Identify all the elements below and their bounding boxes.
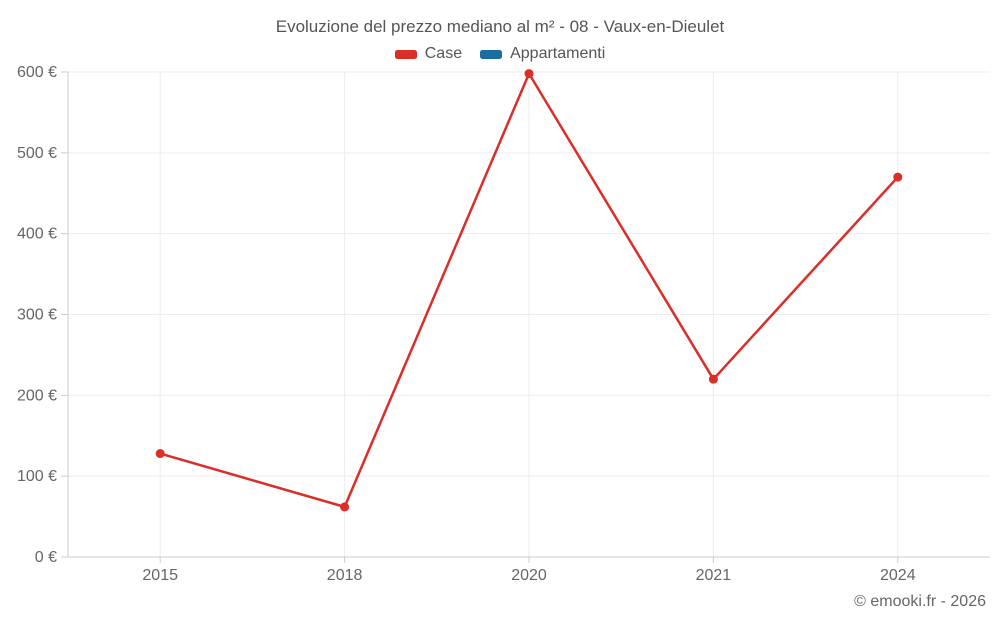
legend-swatch-appartamenti-icon bbox=[480, 49, 503, 59]
legend-item-case[interactable]: Case bbox=[394, 45, 463, 63]
y-tick-label: 0 € bbox=[35, 549, 57, 566]
y-tick-label: 100 € bbox=[17, 468, 57, 485]
chart-legend: Case Appartamenti bbox=[0, 45, 1000, 63]
y-tick-label: 500 € bbox=[17, 145, 57, 162]
legend-label-case: Case bbox=[424, 45, 463, 62]
x-tick-label: 2020 bbox=[511, 567, 547, 584]
data-point[interactable] bbox=[893, 172, 903, 182]
data-point[interactable] bbox=[524, 69, 534, 79]
y-tick-label: 600 € bbox=[17, 64, 57, 81]
chart-title: Evoluzione del prezzo mediano al m² - 08… bbox=[275, 17, 725, 36]
data-point[interactable] bbox=[708, 374, 718, 384]
copyright-text: © emooki.fr - 2026 bbox=[854, 593, 986, 610]
data-point[interactable] bbox=[155, 449, 165, 459]
legend-swatch-case-icon bbox=[394, 49, 417, 59]
y-tick-label: 200 € bbox=[17, 387, 57, 404]
x-tick-label: 2024 bbox=[880, 567, 916, 584]
y-tick-label: 300 € bbox=[17, 307, 57, 324]
x-tick-label: 2021 bbox=[696, 567, 732, 584]
x-tick-label: 2018 bbox=[327, 567, 363, 584]
data-point[interactable] bbox=[340, 502, 350, 512]
legend-item-appartamenti[interactable]: Appartamenti bbox=[480, 45, 605, 63]
legend-label-appartamenti: Appartamenti bbox=[510, 45, 606, 62]
y-tick-label: 400 € bbox=[17, 226, 57, 243]
x-tick-label: 2015 bbox=[142, 567, 178, 584]
